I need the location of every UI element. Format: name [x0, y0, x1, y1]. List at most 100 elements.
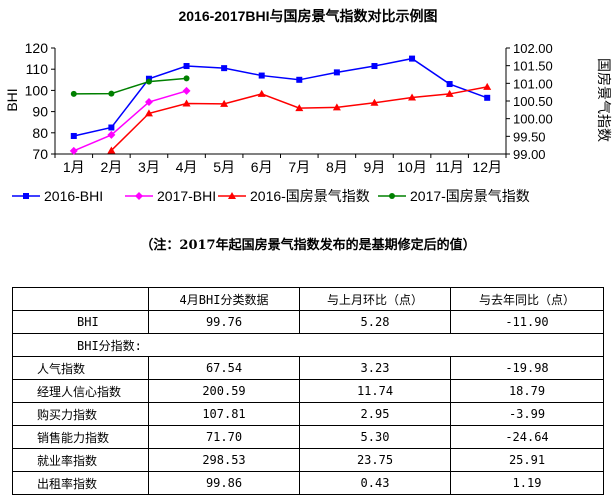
table-row: 人气指数 67.54 3.23 -19.98 — [12, 356, 604, 380]
row-label: 出租率指数 — [12, 471, 149, 495]
data-point — [258, 72, 265, 79]
y2-tick-label: 99.50 — [513, 129, 546, 144]
table-cell: 5.30 — [299, 425, 451, 449]
table-cell: 71.70 — [148, 425, 300, 449]
y-tick-label: 120 — [25, 40, 49, 56]
series-line — [73, 90, 187, 152]
table-cell: 5.28 — [299, 310, 451, 334]
row-label: 经理人信心指数 — [12, 379, 149, 403]
table-cell: -3.99 — [450, 402, 604, 426]
x-tick-label: 7月 — [288, 159, 310, 175]
y2-tick-label: 100.00 — [513, 112, 553, 127]
data-point — [389, 193, 395, 199]
data-point — [295, 104, 304, 112]
data-point — [483, 82, 492, 90]
data-point — [144, 98, 153, 107]
x-tick-label: 2月 — [100, 159, 122, 175]
table-row-bhi: BHI 99.76 5.28 -11.90 — [12, 310, 604, 334]
table-cell: 0.43 — [299, 471, 451, 495]
data-point — [108, 124, 115, 131]
x-tick-label: 4月 — [176, 159, 198, 175]
table-header-cell: 与去年同比（点） — [450, 287, 604, 311]
bhi-data-table: 4月BHI分类数据 与上月环比（点） 与去年同比（点） BHI 99.76 5.… — [12, 287, 604, 495]
table-header-cell — [12, 287, 149, 311]
data-point — [257, 89, 266, 97]
x-tick-label: 6月 — [251, 159, 273, 175]
x-tick-label: 1月 — [63, 159, 85, 175]
y2-tick-label: 102.00 — [513, 41, 553, 56]
x-tick-label: 12月 — [472, 159, 502, 175]
table-row: 经理人信心指数 200.59 11.74 18.79 — [12, 379, 604, 403]
table-header-cell: 与上月环比（点） — [299, 287, 451, 311]
data-point — [370, 98, 379, 106]
table-cell: 11.74 — [299, 379, 451, 403]
legend-label: 2017-BHI — [157, 188, 216, 204]
legend-label: 2016-BHI — [44, 188, 103, 204]
data-point — [69, 146, 78, 155]
data-point — [183, 63, 190, 70]
data-point — [70, 90, 77, 97]
chart: 2016-2017BHI与国房景气指数对比示例图 BHI 国房景气指数 70 80… — [4, 8, 612, 204]
data-point — [333, 69, 340, 76]
table-header-row: 4月BHI分类数据 与上月环比（点） 与去年同比（点） — [12, 287, 604, 311]
data-point — [183, 75, 190, 82]
y2-tick-label: 101.50 — [513, 59, 553, 74]
table-cell: 67.54 — [148, 356, 300, 380]
x-tick-label: 9月 — [364, 159, 386, 175]
row-label: 就业率指数 — [12, 448, 149, 472]
y2-tick-label: 100.50 — [513, 94, 553, 109]
chart-title: 2016-2017BHI与国房景气指数对比示例图 — [178, 8, 437, 24]
data-point — [371, 63, 378, 70]
table-cell: 25.91 — [450, 448, 604, 472]
data-point — [182, 86, 191, 95]
x-tick-label: 5月 — [213, 159, 235, 175]
data-point — [446, 81, 453, 88]
table-cell: 99.76 — [148, 310, 300, 334]
data-point — [107, 130, 116, 139]
y-axis-label: BHI — [4, 88, 20, 111]
data-point — [182, 99, 191, 107]
data-point — [135, 192, 143, 200]
data-point — [221, 65, 228, 72]
data-point — [144, 109, 153, 117]
table-cell: -24.64 — [450, 425, 604, 449]
data-point — [220, 99, 229, 107]
data-point — [445, 89, 454, 97]
table-row: 购买力指数 107.81 2.95 -3.99 — [12, 402, 604, 426]
y2-axis-label: 国房景气指数 — [596, 58, 612, 142]
table-cell: 99.86 — [148, 471, 300, 495]
y-tick-label: 90 — [32, 104, 48, 120]
data-point — [108, 90, 115, 97]
row-label: BHI — [12, 310, 149, 334]
x-tick-label: 3月 — [138, 159, 160, 175]
data-point — [145, 78, 152, 85]
table-row: 销售能力指数 71.70 5.30 -24.64 — [12, 425, 604, 449]
table-cell: 107.81 — [148, 402, 300, 426]
data-point — [409, 55, 416, 62]
y2-tick-label: 101.00 — [513, 76, 553, 91]
y-tick-label: 70 — [32, 146, 48, 162]
x-tick-label: 8月 — [326, 159, 348, 175]
table-header-cell: 4月BHI分类数据 — [148, 287, 300, 311]
table-cell: -19.98 — [450, 356, 604, 380]
series-line — [73, 57, 488, 137]
data-point — [332, 103, 341, 111]
row-label: 人气指数 — [12, 356, 149, 380]
y-tick-label: 100 — [25, 82, 49, 98]
data-point — [70, 132, 77, 139]
row-label: 购买力指数 — [12, 402, 149, 426]
table-cell: 298.53 — [148, 448, 300, 472]
x-tick-label: 10月 — [397, 159, 427, 175]
section-label: BHI分指数: — [12, 333, 604, 357]
data-point — [107, 146, 116, 154]
table-cell: 2.95 — [299, 402, 451, 426]
table-cell: -11.90 — [450, 310, 604, 334]
series-line — [73, 77, 187, 95]
table-cell: 1.19 — [450, 471, 604, 495]
row-label: 销售能力指数 — [12, 425, 149, 449]
table-cell: 18.79 — [450, 379, 604, 403]
data-point — [484, 94, 491, 101]
x-tick-label: 11月 — [435, 159, 464, 175]
data-point — [296, 76, 303, 83]
table-cell: 3.23 — [299, 356, 451, 380]
